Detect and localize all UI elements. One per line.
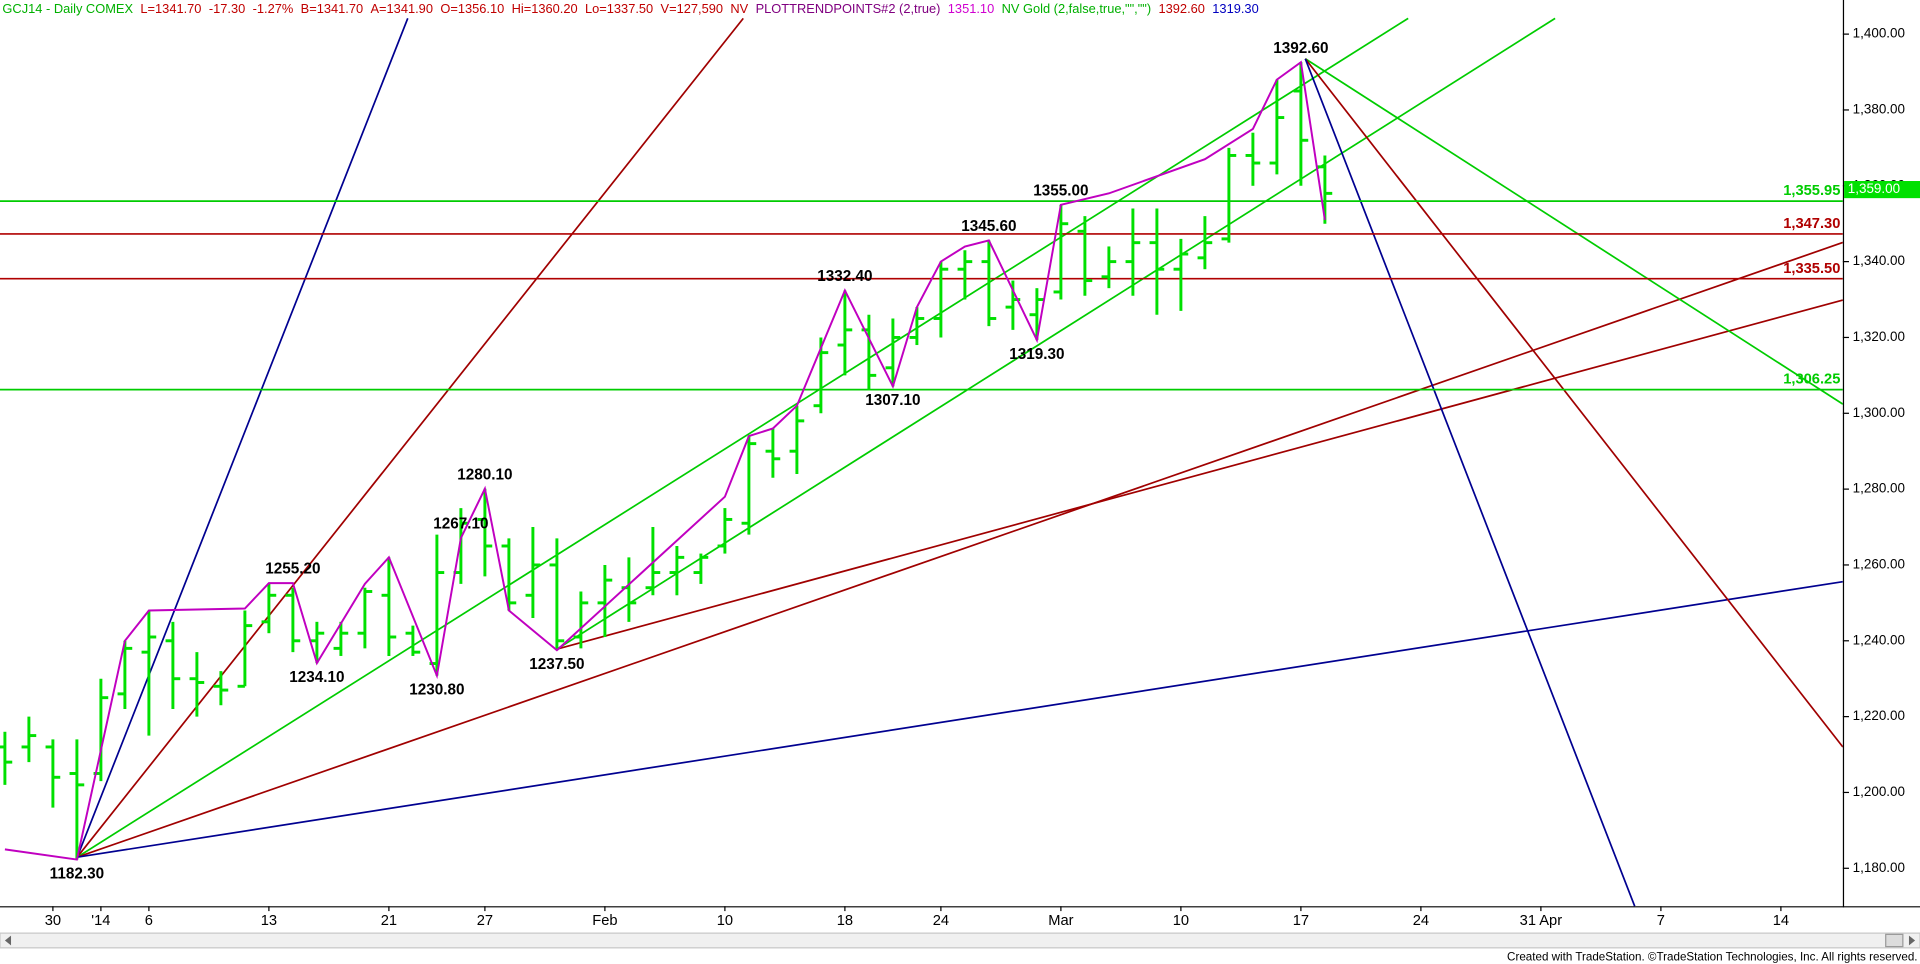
header-item: 1392.60: [1159, 1, 1205, 16]
y-tick-label: 1,300.00: [1853, 405, 1905, 420]
scroll-right[interactable]: [1908, 935, 1916, 946]
header-item: NV Gold (2,false,true,"",""): [1002, 1, 1152, 16]
price-axis-bg: [1842, 0, 1920, 908]
header-item: -17.30: [209, 1, 245, 16]
pivot-line: [4, 60, 1326, 861]
x-tick-label: 7: [1657, 913, 1665, 929]
header-item: -1.27%: [253, 1, 294, 16]
y-tick-label: 1,400.00: [1853, 26, 1905, 41]
level-label: 1,355.95: [1783, 183, 1840, 199]
trend-line: [77, 580, 1843, 859]
x-tick-label: 31 Apr: [1520, 913, 1563, 929]
pivot-label: 1355.00: [1033, 182, 1088, 199]
x-tick-label: 13: [261, 913, 277, 929]
trend-line: [1304, 58, 1844, 405]
x-tick-label: 17: [1293, 913, 1309, 929]
y-tick-label: 1,320.00: [1853, 329, 1905, 344]
x-tick-label: 21: [381, 913, 397, 929]
trend-line: [556, 299, 1844, 650]
y-tick-label: 1,260.00: [1853, 557, 1905, 572]
levels: 1,355.95 1,347.30 1,335.50 1,306.25: [0, 183, 1843, 391]
header-item: L=1341.70: [140, 1, 201, 16]
scroll-left[interactable]: [4, 935, 12, 946]
level-label: 1,347.30: [1783, 216, 1840, 232]
level-label: 1,335.50: [1783, 261, 1840, 277]
pivot-label: 1332.40: [817, 268, 872, 285]
y-tick-label: 1,180.00: [1853, 860, 1905, 875]
trend-line: [1304, 58, 1844, 748]
header-item: PLOTTRENDPOINTS#2 (2,true): [756, 1, 941, 16]
pivot-label: 1307.10: [865, 392, 920, 409]
x-tick-label: 27: [477, 913, 493, 929]
x-tick-label: '14: [91, 913, 110, 929]
last-price-box: [1844, 181, 1920, 199]
x-tick-label: 6: [145, 913, 153, 929]
pivot-label: 1392.60: [1273, 40, 1328, 57]
x-tick-label: 30: [45, 913, 61, 929]
footer: Created with TradeStation. ©TradeStation…: [1507, 951, 1917, 964]
header-item: A=1341.90: [370, 1, 432, 16]
y-tick-label: 1,240.00: [1853, 632, 1905, 647]
trend-line: [76, 17, 744, 858]
level-label: 1,306.25: [1783, 372, 1840, 388]
x-tick-label: 24: [933, 913, 949, 929]
pivot-label: 1182.30: [50, 865, 104, 882]
header-item: B=1341.70: [301, 1, 363, 16]
y-tick-label: 1,220.00: [1853, 708, 1905, 723]
pivots: 1182.30 1255.20 1234.10 1230.80 1267.10 1280.…: [4, 40, 1329, 882]
price-bars: [0, 62, 1333, 860]
header-item: Lo=1337.50: [585, 1, 653, 16]
pivot-label: 1319.30: [1009, 346, 1064, 363]
pivot-label: 1255.20: [265, 561, 320, 578]
x-tick-label: 14: [1773, 913, 1789, 929]
pivot-label: 1280.10: [457, 466, 512, 483]
header-item: Hi=1360.20: [512, 1, 578, 16]
pivot-label: 1237.50: [529, 656, 584, 673]
trend-line: [76, 241, 1844, 859]
y-tick-label: 1,280.00: [1853, 481, 1905, 496]
x-tick-label: Feb: [592, 913, 617, 929]
trend-line: [76, 18, 409, 858]
y-tick-label: 1,340.00: [1853, 253, 1905, 268]
pivot-label: 1230.80: [409, 681, 464, 698]
x-tick-label: 10: [1173, 913, 1189, 929]
scroll-thumb[interactable]: [1885, 933, 1904, 948]
x-tick-label: Mar: [1048, 913, 1073, 929]
header-item: 1351.10: [948, 1, 994, 16]
header-item: 1319.30: [1212, 1, 1258, 16]
header: GCJ14 - Daily COMEX L=1341.70 -17.30 -1.27%…: [2, 1, 1258, 16]
trend-line: [76, 17, 1409, 858]
header-item: O=1356.10: [440, 1, 504, 16]
header-item: V=127,590: [661, 1, 723, 16]
x-tick-label: 10: [717, 913, 733, 929]
header-item: NV: [730, 1, 748, 16]
x-tick-label: 24: [1413, 913, 1429, 929]
trend-line: [1304, 58, 1636, 907]
y-tick-label: 1,200.00: [1853, 784, 1905, 799]
pivot-label: 1345.60: [961, 218, 1016, 235]
scrollbar[interactable]: [0, 932, 1920, 949]
header-item: GCJ14 - Daily COMEX: [2, 1, 133, 16]
y-tick-label: 1,380.00: [1853, 102, 1905, 117]
pivot-label: 1234.10: [289, 669, 344, 686]
last-price-label: 1,359.00: [1848, 181, 1900, 196]
pivot-label: 1267.10: [433, 516, 488, 533]
x-tick-label: 18: [837, 913, 853, 929]
